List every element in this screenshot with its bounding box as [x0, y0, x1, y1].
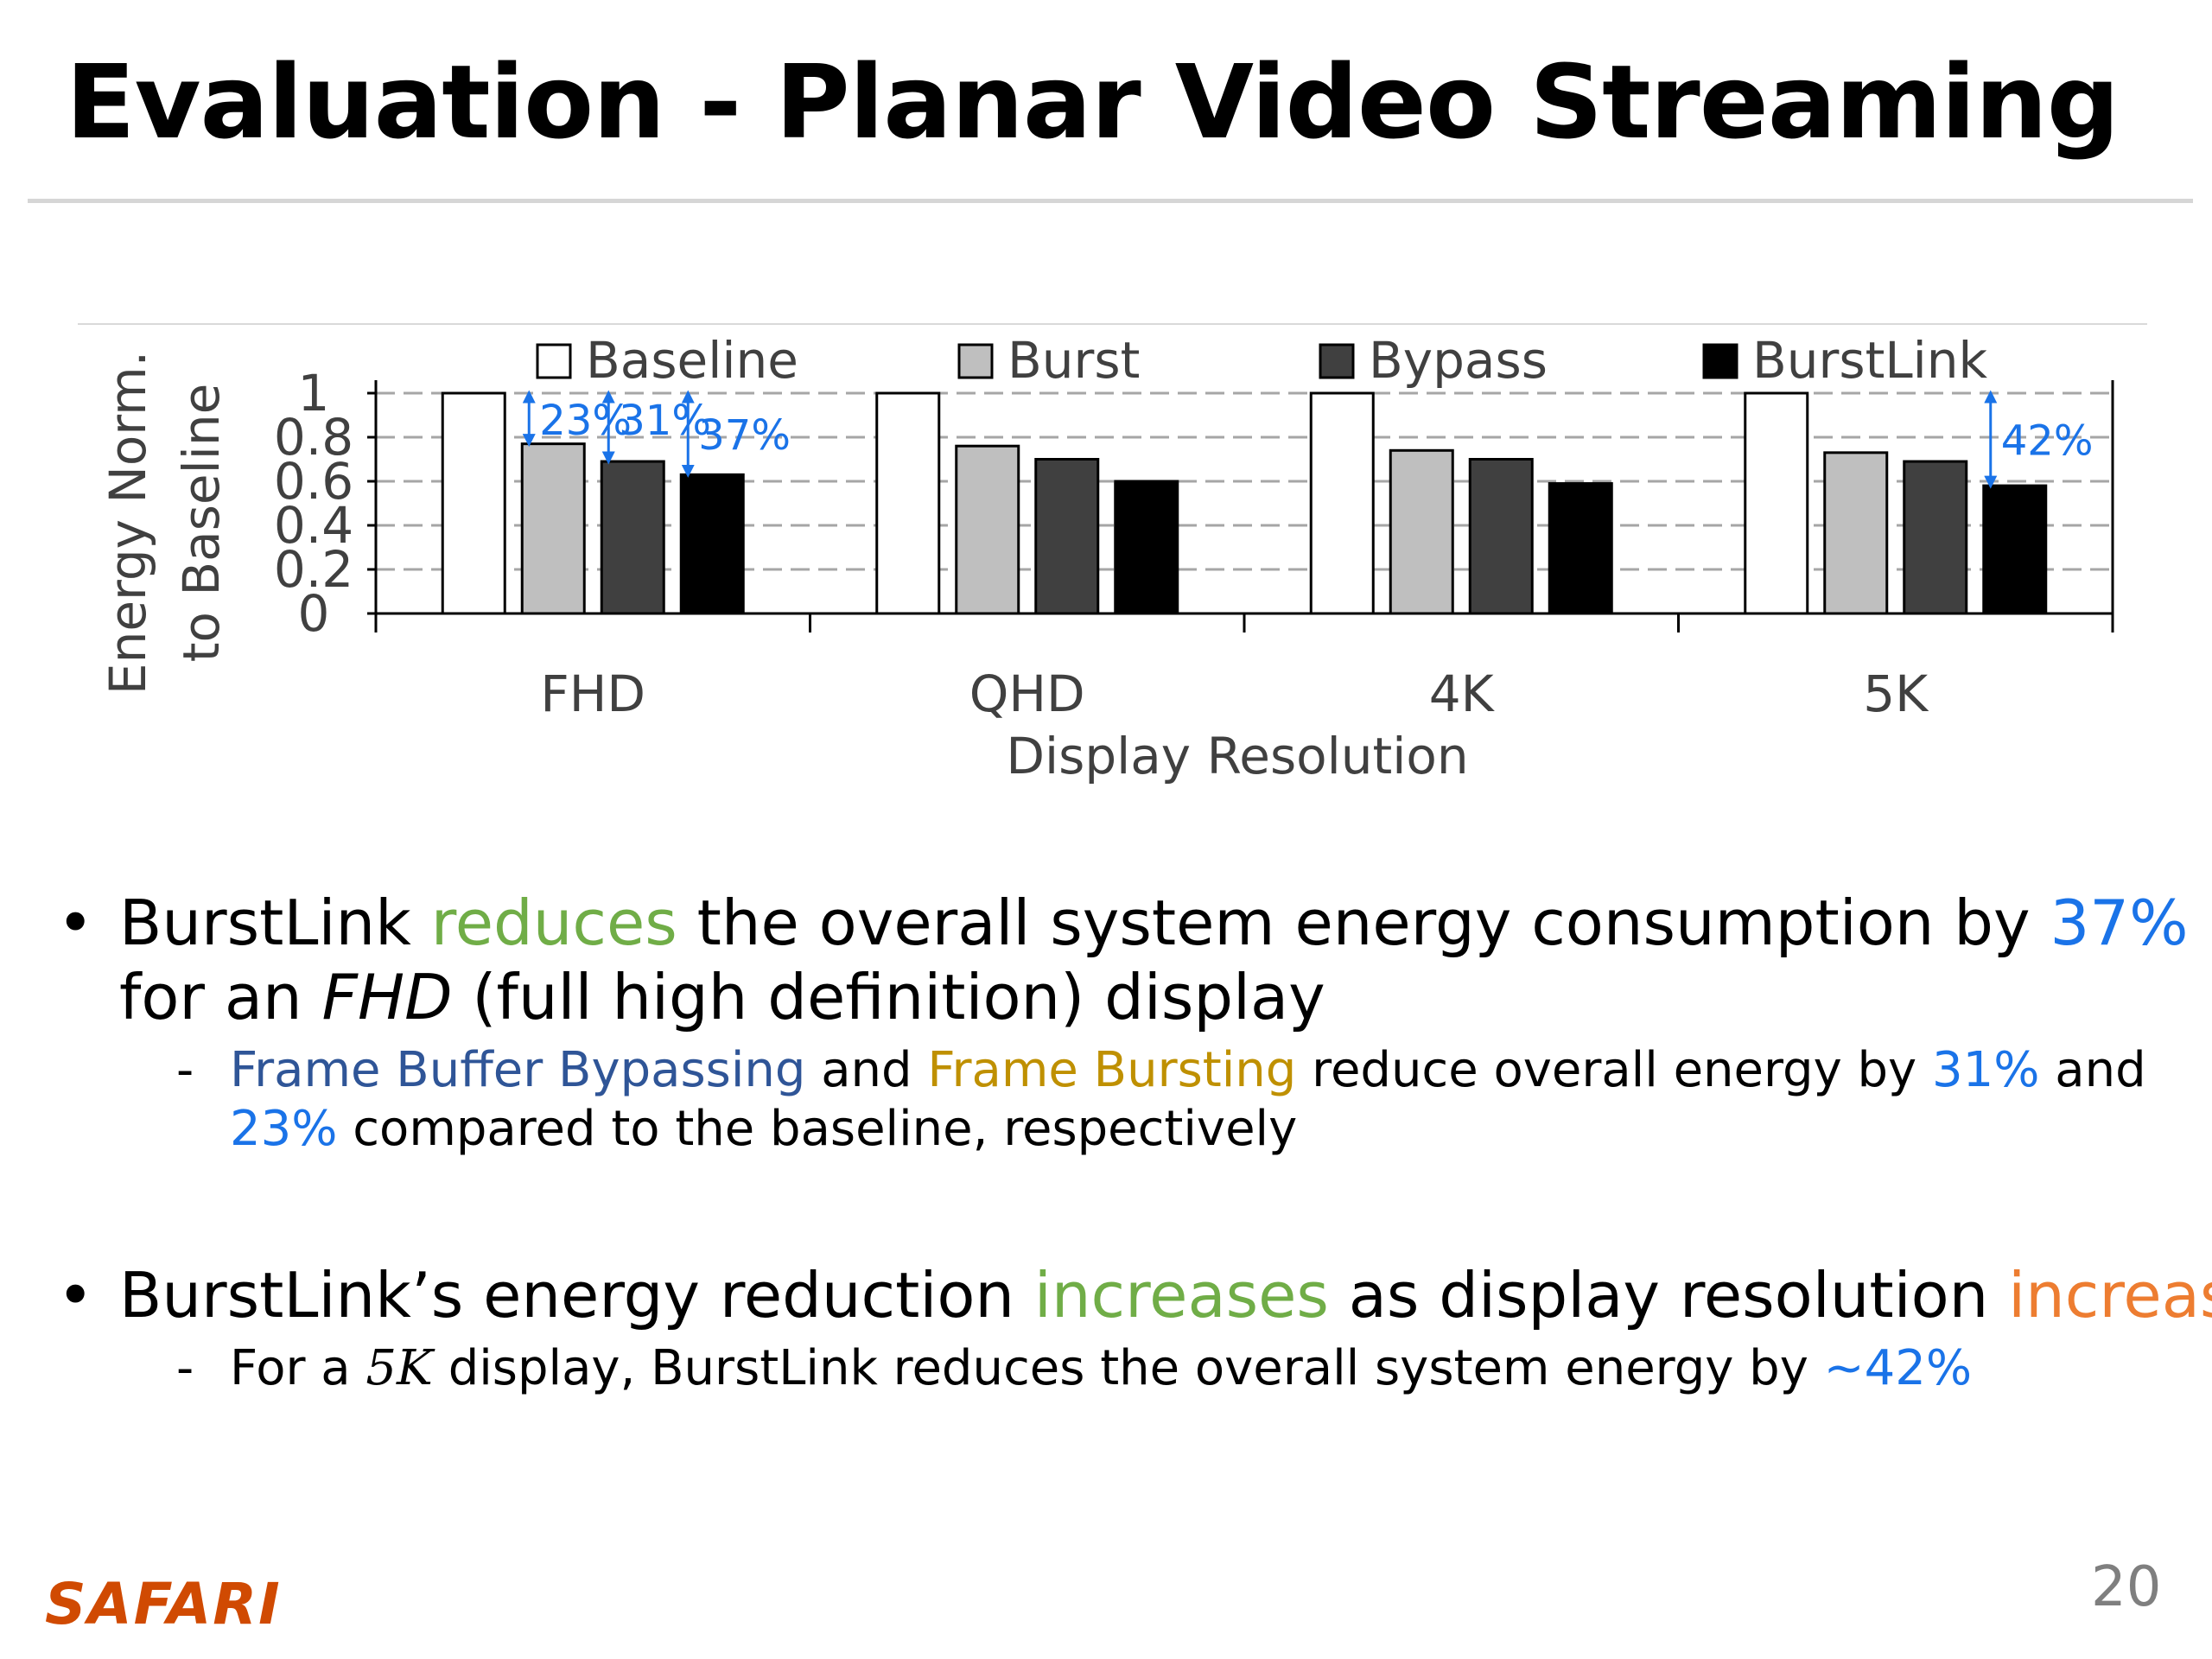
bullet-1-text: (full high definition) display [452, 961, 1325, 1033]
sub-bullet-bursting: Frame Bursting [927, 1042, 1297, 1098]
legend-label-baseline: Baseline [586, 331, 798, 390]
sub-bullet-dash: - [176, 1340, 194, 1396]
sub-bullet-text: and [2039, 1042, 2146, 1098]
bar-baseline-4k [1309, 391, 1375, 615]
bullet-1: • BurstLink reduces the overall system e… [57, 886, 2191, 1034]
x-tick-label: QHD [969, 664, 1085, 723]
bullet-1-highlight-reduces: reduces [430, 887, 677, 959]
bullet-2-highlight-increases: increases [1033, 1259, 1329, 1332]
x-tick-label: 5K [1863, 664, 1929, 723]
legend-label-burst: Burst [1007, 331, 1140, 390]
sub-bullet-text: and [805, 1042, 928, 1098]
sub-bullet-text: display, BurstLink reduces the overall s… [432, 1340, 1824, 1396]
bar-baseline-5k [1744, 391, 1809, 615]
page-number: 20 [2091, 1555, 2162, 1619]
bullet-2-highlight-increases-2: increases [2008, 1259, 2212, 1332]
bar-burst-5k [1823, 451, 1889, 615]
page-title: Evaluation - Planar Video Streaming [66, 42, 2120, 162]
chart-divider [78, 323, 2147, 325]
legend-swatch-burstlink [1702, 343, 1738, 379]
sub-bullet-text: reduce overall energy by [1296, 1042, 1932, 1098]
legend-label-bypass: Bypass [1369, 331, 1548, 390]
bullet-2-text: BurstLink’s energy reduction [119, 1259, 1034, 1332]
bullet-1-text: the overall system energy consumption by [677, 887, 2050, 959]
bullet-list: • BurstLink reduces the overall system e… [57, 886, 2212, 1398]
y-axis-label-line1: Energy Norm. [99, 351, 157, 695]
bar-burst-qhd [955, 444, 1020, 615]
chart-axes: 00.20.40.60.81 FHD QHD 4K 5K [274, 364, 2114, 723]
legend-label-burstlink: BurstLink [1752, 331, 1988, 390]
y-axis-label-line2: to Baseline [172, 384, 231, 663]
legend-swatch-baseline [536, 343, 572, 379]
title-divider [28, 199, 2193, 203]
reduction-label: 23% [539, 397, 632, 445]
bar-bypass-5k [1903, 460, 1968, 615]
bar-burstlink-qhd [1114, 480, 1179, 615]
bullet-dot: • [57, 887, 94, 959]
bar-bypass-qhd [1034, 458, 1100, 615]
sub-bullet-value-42: ~42% [1823, 1340, 1973, 1396]
sub-bullet-value-23: 23% [230, 1101, 338, 1157]
y-tick-label: 0.4 [274, 496, 353, 555]
chart-annotations: 23%31%37% 42% [522, 390, 2094, 489]
bullet-1-fhd: FHD [321, 961, 453, 1033]
bar-bypass-4k [1468, 458, 1534, 615]
sub-bullet-text: compared to the baseline, respectively [337, 1101, 1298, 1157]
bar-burstlink-fhd [679, 473, 745, 615]
y-tick-label: 1 [298, 364, 330, 423]
sub-bullet-5k: 5K [365, 1340, 433, 1396]
x-axis-label: Display Resolution [1006, 727, 1468, 785]
bar-baseline-qhd [875, 391, 941, 615]
chart-bars [441, 391, 2048, 615]
sub-bullet-value-31: 31% [1932, 1042, 2040, 1098]
bar-burstlink-5k [1982, 484, 2048, 615]
bullet-1-value-37: 37% [2050, 887, 2189, 959]
bullet-1-text: BurstLink [119, 887, 431, 959]
bar-bypass-fhd [600, 460, 665, 615]
x-tick-label: 4K [1429, 664, 1496, 723]
chart-legend: Baseline Burst Bypass BurstLink [536, 331, 1988, 390]
legend-swatch-bypass [1319, 343, 1355, 379]
energy-bar-chart: 00.20.40.60.81 FHD QHD 4K 5K 23%31%37% 42% Ba… [99, 331, 2114, 785]
bullet-1-text: for an [119, 961, 322, 1033]
bullet-2-sub: - For a 5K display, BurstLink reduces th… [57, 1339, 2191, 1398]
y-tick-label: 0.6 [274, 452, 353, 511]
reduction-label: 37% [698, 411, 791, 460]
chart-grid [376, 391, 2113, 571]
sub-bullet-dash: - [176, 1042, 194, 1098]
y-tick-label: 0 [298, 584, 330, 643]
y-tick-label: 0.8 [274, 408, 353, 467]
bar-burstlink-4k [1548, 482, 1613, 615]
sub-bullet-bypassing: Frame Buffer Bypassing [230, 1042, 806, 1098]
bullet-2-text: as display resolution [1328, 1259, 2009, 1332]
sub-bullet-text: For a [230, 1340, 366, 1396]
bullet-2: • BurstLink’s energy reduction increases… [57, 1258, 2212, 1332]
safari-logo: SAFARI [45, 1571, 282, 1637]
x-tick-label: FHD [540, 664, 645, 723]
bullet-dot: • [57, 1259, 94, 1332]
y-tick-label: 0.2 [274, 540, 353, 599]
bar-burst-fhd [520, 442, 586, 615]
reduction-label: 31% [619, 397, 711, 445]
bar-burst-4k [1389, 448, 1454, 615]
legend-swatch-burst [957, 343, 994, 379]
reduction-label: 42% [2001, 417, 2094, 466]
bullet-1-sub: - Frame Buffer Bypassing and Frame Burst… [57, 1041, 2191, 1159]
bar-baseline-fhd [441, 391, 506, 615]
